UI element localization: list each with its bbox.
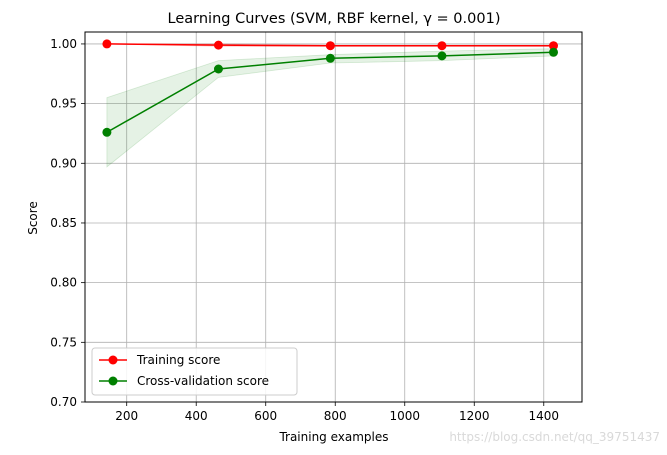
x-tick-label: 800 [324,409,347,423]
x-axis-label: Training examples [278,430,388,444]
x-tick-label: 400 [185,409,208,423]
y-tick-label: 0.95 [50,97,77,111]
y-tick-label: 0.90 [50,156,77,170]
training-point [437,41,447,51]
axis-ticks: 200 400 600 800 1000 1200 1400 0.70 0.75 0.80 0.85… [50,37,559,423]
legend-box [91,347,298,396]
series-markers [102,39,559,137]
x-tick-label: 1000 [389,409,420,423]
x-tick-label: 1200 [459,409,490,423]
legend: Training score Cross-validation score [91,347,298,396]
y-axis-label: Score [26,201,40,235]
x-tick-label: 600 [254,409,277,423]
y-tick-label: 1.00 [50,37,77,51]
y-tick-label: 0.85 [50,216,77,230]
cross-validation-point [549,47,559,57]
cross-validation-point [102,127,112,137]
y-tick-label: 0.80 [50,276,77,290]
y-tick-label: 0.75 [50,335,77,349]
legend-label-training: Training score [136,353,220,367]
chart-title: Learning Curves (SVM, RBF kernel, γ = 0.… [168,11,501,27]
legend-marker-cv [108,376,118,386]
x-tick-label: 1400 [528,409,559,423]
cross-validation-point [325,53,335,63]
training-point [325,41,335,51]
plot-area-frame [84,31,583,403]
watermark: https://blog.csdn.net/qq_39751437 [449,430,660,444]
x-tick-label: 200 [115,409,138,423]
training-point [549,41,559,51]
y-tick-label: 0.70 [50,395,77,409]
cross-validation-confidence-band [106,48,554,168]
cross-validation-point [437,51,447,61]
cross-validation-point [213,64,223,74]
legend-label-cv: Cross-validation score [137,374,269,388]
training-point [102,39,112,49]
legend-marker-training [108,355,118,365]
training-point [213,40,223,50]
